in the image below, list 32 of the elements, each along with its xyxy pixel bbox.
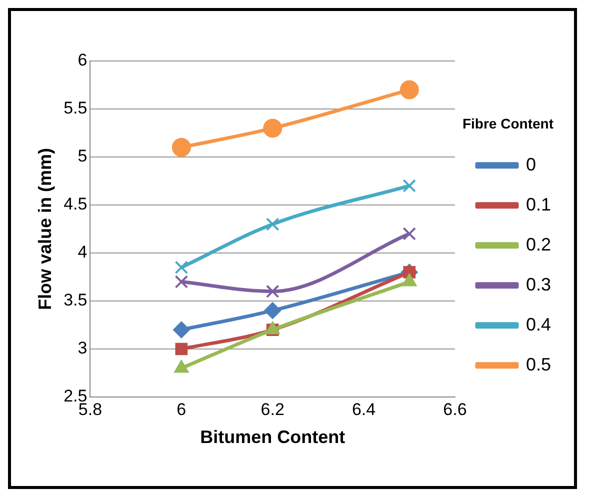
point [175, 342, 188, 356]
y-tick-label: 4 [78, 242, 88, 262]
y-tick-label: 5.5 [64, 98, 88, 118]
point [174, 275, 188, 288]
point [266, 284, 280, 298]
point [174, 260, 188, 274]
y-axis-title: Flow value in (mm) [34, 148, 55, 310]
legend-label: 0.5 [526, 354, 552, 374]
point [264, 302, 282, 320]
legend-label: 0.1 [526, 194, 552, 214]
point [402, 227, 416, 240]
point [402, 179, 416, 192]
legend-label: 0.2 [526, 234, 552, 254]
x-axis-title: Bitumen Content [200, 427, 346, 448]
point [263, 118, 282, 138]
x-tick-label: 6 [176, 400, 186, 419]
y-tick-label: 4.5 [64, 194, 88, 214]
legend-label: 0.3 [526, 274, 552, 294]
x-tick-label: 6.2 [260, 400, 284, 419]
y-tick-label: 3.5 [64, 290, 88, 310]
y-tick-label: 6 [78, 50, 88, 70]
point [172, 321, 190, 338]
y-tick-label: 5 [78, 146, 88, 166]
legend-label: 0.4 [526, 314, 552, 334]
legend-label: 0 [526, 154, 536, 174]
point [172, 138, 191, 157]
x-tick-label: 6.4 [352, 400, 376, 419]
point [400, 80, 419, 100]
point [266, 218, 280, 231]
y-tick-label: 3 [78, 338, 88, 358]
x-tick-label: 6.6 [443, 400, 467, 419]
legend-title: Fibre Content [462, 115, 554, 132]
